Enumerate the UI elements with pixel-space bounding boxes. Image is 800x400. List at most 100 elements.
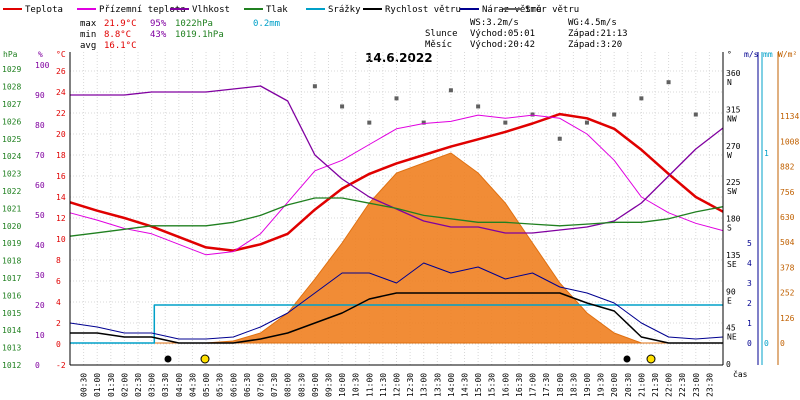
time-tick-label: 22:30 <box>678 373 687 397</box>
solar-layer <box>70 152 723 344</box>
legend-label-teplota: Teplota <box>25 5 63 15</box>
moon-rise-marker <box>623 355 631 363</box>
dir-tick-label: 90 <box>726 287 736 296</box>
time-tick-label: 03:00 <box>148 373 157 397</box>
time-tick-label: 11:00 <box>365 373 374 397</box>
time-tick-label: 22:00 <box>665 373 674 397</box>
time-tick-label: 06:00 <box>229 373 238 397</box>
time-tick-label: 18:00 <box>556 373 565 397</box>
time-tick-label: 04:00 <box>175 373 184 397</box>
dir-unit: ° <box>727 50 732 59</box>
time-tick-label: 05:00 <box>202 373 211 397</box>
dir-tick-label: 360 <box>726 69 741 78</box>
stat-min-label: min <box>80 30 96 40</box>
sun-set-marker <box>646 354 656 364</box>
wind-direction-point <box>557 136 562 141</box>
dir-compass-label: NE <box>727 333 737 342</box>
time-tick-label: 15:00 <box>474 373 483 397</box>
time-tick-label: 04:30 <box>188 373 197 397</box>
info-sun-label: Slunce <box>425 29 458 39</box>
wm2-tick-label: 252 <box>780 289 795 298</box>
time-tick-label: 21:00 <box>637 373 646 397</box>
wind-direction-point <box>530 112 535 117</box>
wm2-tick-label: 0 <box>780 339 785 348</box>
time-tick-label: 01:00 <box>93 373 102 397</box>
time-tick-label: 20:00 <box>610 373 619 397</box>
series-line-tlak <box>69 197 724 237</box>
hpa-tick-label: 1021 <box>2 204 21 213</box>
hum-tick-label: 30 <box>35 271 45 280</box>
temp-tick-label: 26 <box>56 67 66 76</box>
chart-title: 14.6.2022 <box>365 51 433 65</box>
ms-tick-label: 1 <box>747 319 752 328</box>
wind-direction-point <box>476 104 481 109</box>
time-tick-label: 23:00 <box>692 373 701 397</box>
wm2-tick-label: 378 <box>780 263 795 272</box>
hpa-tick-label: 1012 <box>2 361 21 370</box>
stat-max-label: max <box>80 19 97 29</box>
temp-unit: °C <box>56 50 66 59</box>
ms-tick-label: 0 <box>747 339 752 348</box>
time-tick-label: 01:30 <box>107 373 116 397</box>
hum-tick-label: 40 <box>35 241 45 250</box>
stat-avg-temp: 16.1°C <box>104 41 137 51</box>
stats: max 21.9°C 95% 1022hPa 0.2mm min 8.8°C 4… <box>80 19 280 51</box>
hum-tick-label: 100 <box>35 61 50 70</box>
hpa-tick-label: 1022 <box>2 187 21 196</box>
info-wg: WG:4.5m/s <box>568 18 617 28</box>
temp-tick-label: 8 <box>56 256 61 265</box>
info-block: WS:3.2m/s WG:4.5m/s Slunce Východ:05:01 … <box>425 18 628 50</box>
time-tick-label: 09:30 <box>324 373 333 397</box>
dir-compass-label: N <box>727 78 732 87</box>
time-unit: čas <box>733 369 748 379</box>
wind-direction-point <box>448 88 453 93</box>
temp-tick-label: 18 <box>56 151 66 160</box>
stat-max-temp: 21.9°C <box>104 19 137 29</box>
time-tick-label: 19:30 <box>597 373 606 397</box>
ms-tick-label: 5 <box>747 239 752 248</box>
stat-min-hum: 43% <box>150 30 167 40</box>
time-tick-label: 17:00 <box>529 373 538 397</box>
time-tick-label: 00:30 <box>80 373 89 397</box>
hpa-tick-label: 1020 <box>2 222 21 231</box>
time-tick-label: 16:00 <box>501 373 510 397</box>
dir-compass-label: W <box>727 151 732 160</box>
hum-tick-label: 90 <box>35 91 45 100</box>
ms-unit: m/s <box>744 50 759 59</box>
hpa-tick-label: 1026 <box>2 117 21 126</box>
stat-max-hum: 95% <box>150 19 167 29</box>
wind-direction-point <box>666 80 671 85</box>
series-line-rychlost-v-tru <box>70 292 723 344</box>
wind-direction-point <box>503 120 508 125</box>
hpa-tick-label: 1013 <box>2 344 21 353</box>
time-tick-label: 23:30 <box>705 373 714 397</box>
hum-tick-label: 60 <box>35 181 45 190</box>
time-tick-label: 13:00 <box>420 373 429 397</box>
time-tick-label: 15:30 <box>488 373 497 397</box>
solar-radiation-area <box>70 152 723 344</box>
time-tick-label: 02:30 <box>134 373 143 397</box>
legend-label-tlak: Tlak <box>266 5 288 15</box>
wind-direction-point <box>394 96 399 101</box>
hum-tick-label: 70 <box>35 151 45 160</box>
temp-tick-label: 20 <box>56 130 66 139</box>
temp-tick-label: 10 <box>56 235 66 244</box>
legend-label-prizemni-teplota: Přízemní teplota <box>99 5 186 15</box>
wm2-tick-label: 504 <box>780 238 795 247</box>
legend-label-rychlost-vetru: Rychlost větru <box>385 5 461 15</box>
time-tick-label: 21:30 <box>651 373 660 397</box>
time-tick-label: 06:30 <box>243 373 252 397</box>
hum-tick-label: 80 <box>35 121 45 130</box>
temp-tick-label: 22 <box>56 109 66 118</box>
dir-tick-label: 270 <box>726 142 741 151</box>
time-tick-label: 12:00 <box>393 373 402 397</box>
time-tick-label: 13:30 <box>433 373 442 397</box>
legend-label-smer-vetru: Směr větru <box>525 5 579 15</box>
temp-tick-label: 0 <box>56 340 61 349</box>
time-tick-label: 02:00 <box>120 373 129 397</box>
sun-rise-marker <box>200 354 210 364</box>
dir-compass-label: E <box>727 296 732 305</box>
wm2-tick-label: 882 <box>780 163 795 172</box>
